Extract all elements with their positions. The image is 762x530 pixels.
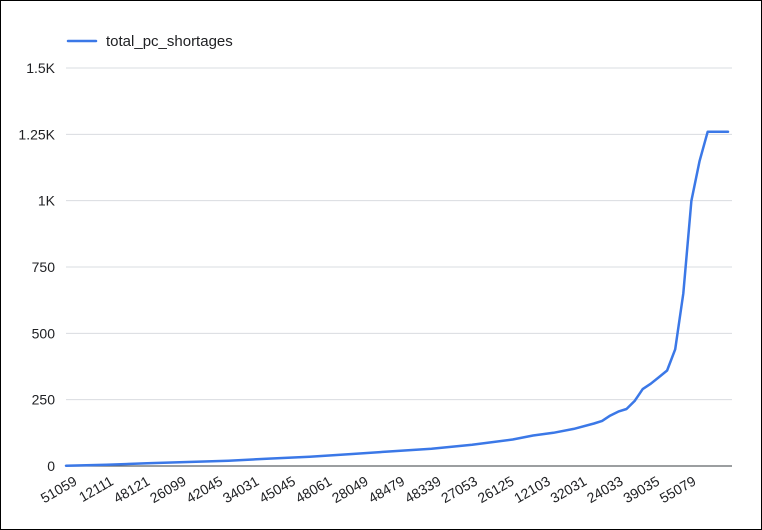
- y-tick-label: 0: [47, 458, 55, 474]
- x-tick-label: 12111: [76, 473, 116, 505]
- x-axis-ticks: 5105912111481212609942045340314504548061…: [38, 473, 699, 506]
- legend-label: total_pc_shortages: [106, 33, 233, 50]
- y-tick-label: 750: [32, 259, 56, 275]
- legend: total_pc_shortages: [66, 33, 233, 50]
- gridlines: [66, 67, 732, 467]
- x-tick-label: 42045: [183, 473, 225, 506]
- x-tick-label: 24033: [584, 473, 626, 506]
- x-tick-label: 48479: [365, 473, 407, 506]
- x-tick-label: 28049: [329, 473, 371, 506]
- x-tick-label: 48061: [293, 473, 335, 506]
- x-tick-label: 48339: [402, 473, 444, 506]
- x-tick-label: 32031: [548, 473, 590, 506]
- y-tick-label: 1K: [38, 193, 56, 209]
- y-axis-ticks: 0 250 500 750 1K 1.25K 1.5K: [18, 60, 55, 474]
- y-tick-label: 1.5K: [26, 60, 55, 76]
- series-layer: [64, 130, 730, 467]
- x-tick-label: 55079: [657, 473, 699, 506]
- x-tick-label: 34031: [220, 473, 262, 506]
- y-tick-label: 500: [32, 325, 56, 341]
- x-tick-label: 12103: [511, 473, 553, 506]
- x-tick-label: 48121: [111, 473, 153, 506]
- series-line-total_pc_shortages: [64, 130, 730, 467]
- x-tick-label: 26125: [475, 473, 517, 506]
- x-tick-label: 45045: [256, 473, 298, 506]
- x-tick-label: 26099: [147, 473, 189, 506]
- x-tick-label: 51059: [38, 473, 80, 506]
- y-tick-label: 250: [32, 392, 56, 408]
- x-tick-label: 27053: [438, 473, 480, 506]
- y-tick-label: 1.25K: [18, 126, 55, 142]
- x-tick-label: 39035: [620, 473, 662, 506]
